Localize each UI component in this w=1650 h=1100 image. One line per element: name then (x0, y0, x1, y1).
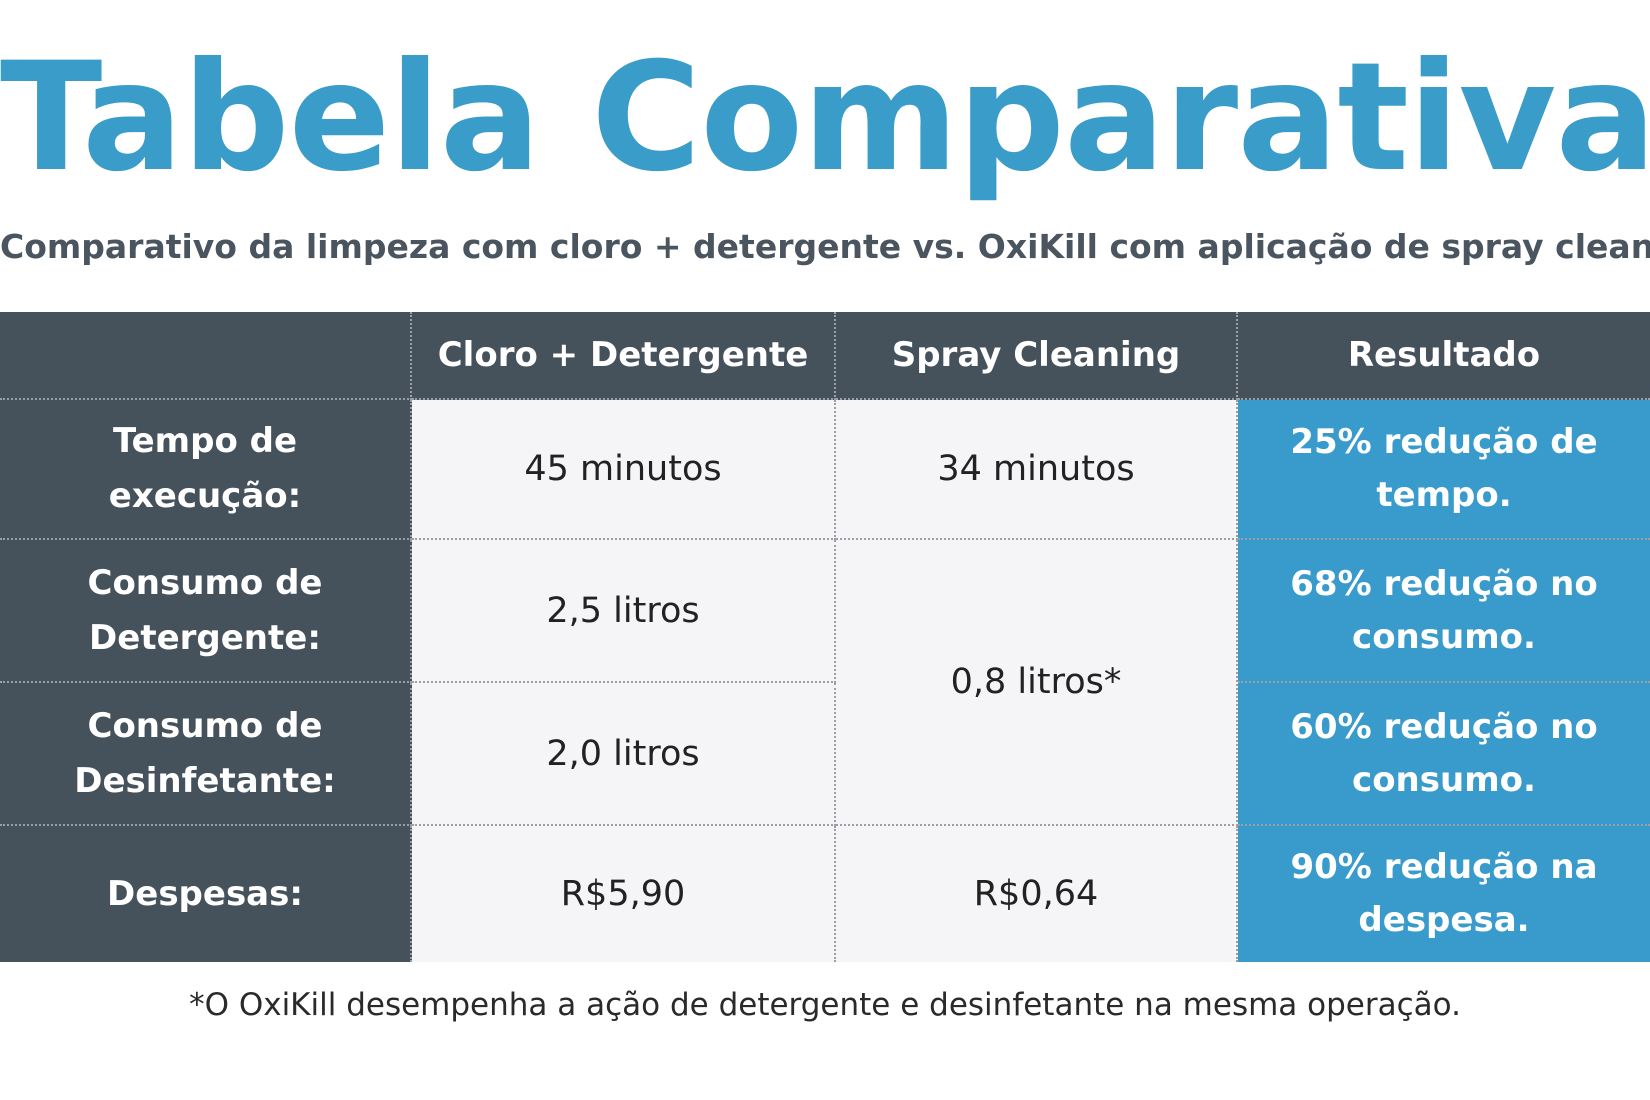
cell-result-despesas: 90% redução na despesa. (1238, 826, 1650, 962)
row-label-despesas: Despesas: (0, 826, 412, 962)
row-label-desinfetante: Consumo de Desinfetante: (0, 683, 412, 826)
row-label-detergente: Consumo de Detergente: (0, 540, 412, 683)
row-label-line: Consumo de (87, 705, 323, 746)
cell-result-desinfetante: 60% redução no consumo. (1238, 683, 1650, 826)
header-empty-cell (0, 312, 412, 400)
result-line: 25% redução de (1290, 422, 1598, 462)
header-cloro-detergente: Cloro + Detergente (412, 312, 836, 400)
result-line: 60% redução no (1290, 706, 1598, 747)
result-line: consumo. (1352, 759, 1536, 800)
cell-cloro-desinfetante: 2,0 litros (412, 683, 836, 826)
header-resultado: Resultado (1238, 312, 1650, 400)
cell-spray-tempo: 34 minutos (836, 400, 1238, 540)
cell-result-detergente: 68% redução no consumo. (1238, 540, 1650, 683)
footnote: *O OxiKill desempenha a ação de detergen… (189, 987, 1461, 1023)
result-line: 68% redução no (1290, 563, 1598, 604)
row-label-tempo: Tempo de execução: (0, 400, 412, 540)
result-line: despesa. (1358, 900, 1530, 940)
row-label-line: Detergente: (89, 617, 321, 658)
result-line: tempo. (1376, 475, 1512, 515)
cell-spray-despesas: R$0,64 (836, 826, 1238, 962)
result-line: 90% redução na (1290, 847, 1598, 887)
comparison-table: Cloro + Detergente Spray Cleaning Result… (0, 312, 1650, 962)
row-label-text: Tempo de execução: (108, 421, 302, 516)
cell-cloro-despesas: R$5,90 (412, 826, 836, 962)
row-label-text: Despesas: (107, 873, 303, 914)
cell-cloro-tempo: 45 minutos (412, 400, 836, 540)
row-label-line: Consumo de (87, 562, 323, 603)
cell-cloro-detergente: 2,5 litros (412, 540, 836, 683)
result-line: consumo. (1352, 616, 1536, 657)
cell-result-tempo: 25% redução de tempo. (1238, 400, 1650, 540)
header-spray-cleaning: Spray Cleaning (836, 312, 1238, 400)
page-title: Tabela Comparativa. (0, 31, 1650, 205)
cell-spray-consumo: 0,8 litros* (836, 540, 1238, 826)
row-label-line: Desinfetante: (74, 760, 336, 801)
page-subtitle: Comparativo da limpeza com cloro + deter… (0, 227, 1650, 266)
